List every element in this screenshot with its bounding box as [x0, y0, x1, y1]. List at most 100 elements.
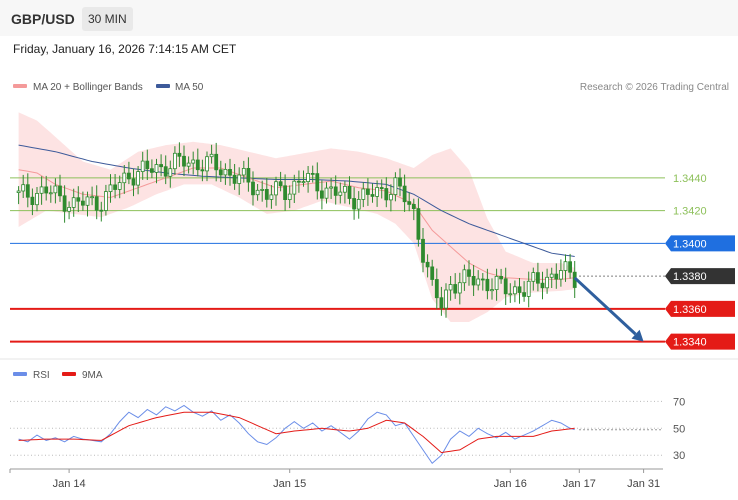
x-tick-label: Jan 14 — [53, 478, 86, 490]
candle-body — [508, 293, 513, 296]
rsi-line — [18, 404, 575, 465]
candle — [522, 281, 526, 302]
candle — [195, 148, 200, 177]
candle — [53, 178, 58, 204]
candle-body — [361, 188, 366, 200]
legend-swatch-ma20 — [13, 84, 27, 88]
candle-body — [205, 156, 209, 172]
candle — [379, 179, 384, 199]
candle-body — [163, 166, 168, 177]
candle-body — [177, 152, 182, 157]
candle-body — [264, 188, 269, 200]
candle-body — [563, 261, 568, 271]
legend-swatch-9ma — [62, 372, 76, 376]
level-lines — [10, 177, 665, 343]
candle-body — [388, 194, 393, 201]
candle — [356, 191, 361, 219]
candle — [108, 174, 113, 203]
candle — [411, 198, 416, 221]
legend-label-rsi: RSI — [33, 370, 50, 381]
candle — [237, 167, 242, 195]
candle-body — [76, 197, 81, 202]
x-tick-label: Jan 16 — [494, 478, 527, 490]
candle-body — [260, 188, 265, 191]
candle — [85, 191, 90, 217]
candle — [191, 151, 196, 175]
candle-body — [545, 276, 549, 289]
level-label-text: 1.3420 — [673, 206, 707, 218]
candle — [388, 184, 393, 212]
candle-body — [25, 184, 30, 198]
candle — [25, 173, 30, 208]
candle-body — [342, 185, 347, 193]
candle-body — [214, 153, 219, 171]
candle-body — [48, 192, 53, 195]
candle-body — [283, 185, 288, 201]
level-label-text: 1.3400 — [673, 238, 707, 250]
candle-body — [81, 200, 85, 206]
candle-body — [191, 159, 196, 164]
candle — [154, 158, 159, 184]
candle-body — [425, 261, 430, 268]
candle — [402, 174, 407, 212]
candle — [306, 166, 311, 193]
candle — [260, 180, 265, 202]
candle-body — [136, 171, 141, 186]
candle-body — [522, 292, 526, 297]
candle-body — [471, 275, 476, 286]
candle — [35, 187, 39, 212]
candle — [485, 268, 490, 300]
candle — [393, 172, 398, 202]
candle-body — [448, 284, 453, 291]
candle-body — [21, 184, 26, 192]
candle-body — [39, 186, 44, 194]
candle-body — [476, 278, 481, 286]
candle — [517, 278, 522, 304]
candle — [104, 184, 108, 216]
rsi-lines — [18, 404, 663, 465]
candle-body — [99, 209, 104, 212]
candle-body — [223, 168, 228, 176]
candle-body — [315, 173, 320, 192]
candle — [338, 182, 343, 204]
candle — [30, 188, 35, 216]
candle — [136, 166, 141, 195]
candle-body — [517, 286, 522, 293]
level-label-text: 1.3380 — [673, 271, 707, 283]
candle — [513, 280, 517, 303]
candle — [58, 174, 62, 202]
candle-body — [490, 289, 494, 292]
candle-body — [333, 186, 338, 196]
candle-body — [127, 172, 131, 180]
candle-body — [453, 284, 458, 294]
candle-body — [559, 270, 563, 280]
candle-body — [375, 187, 380, 197]
legend-label-ma50: MA 50 — [175, 82, 204, 93]
candle-body — [278, 181, 283, 187]
candle — [361, 182, 366, 208]
candle — [232, 164, 237, 190]
candle-body — [94, 196, 99, 211]
candle — [559, 259, 563, 287]
level-label-bg — [665, 333, 735, 350]
candle-body — [228, 168, 232, 176]
candle — [81, 191, 85, 211]
timeframe-button[interactable]: 30 MIN — [82, 7, 133, 31]
candle — [131, 168, 136, 197]
legend-swatch-rsi — [13, 372, 27, 376]
candle-body — [186, 162, 191, 167]
moving-averages — [18, 144, 575, 280]
candle — [113, 174, 117, 199]
candle-body — [393, 177, 398, 196]
ma20-line — [18, 167, 575, 280]
candle — [90, 186, 94, 206]
candle — [168, 160, 173, 188]
candle-body — [568, 261, 572, 273]
candle — [490, 278, 494, 300]
candle-body — [209, 153, 214, 158]
candle — [503, 267, 508, 305]
candle-body — [62, 195, 67, 212]
candle-body — [513, 286, 517, 295]
candle-body — [67, 206, 71, 212]
x-axis: Jan 14 Jan 15 Jan 16 Jan 17 Jan 31 — [9, 469, 660, 490]
